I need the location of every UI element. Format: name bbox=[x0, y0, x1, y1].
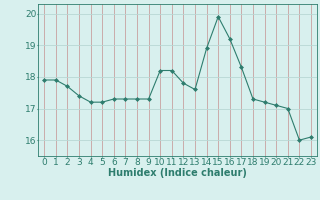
X-axis label: Humidex (Indice chaleur): Humidex (Indice chaleur) bbox=[108, 168, 247, 178]
